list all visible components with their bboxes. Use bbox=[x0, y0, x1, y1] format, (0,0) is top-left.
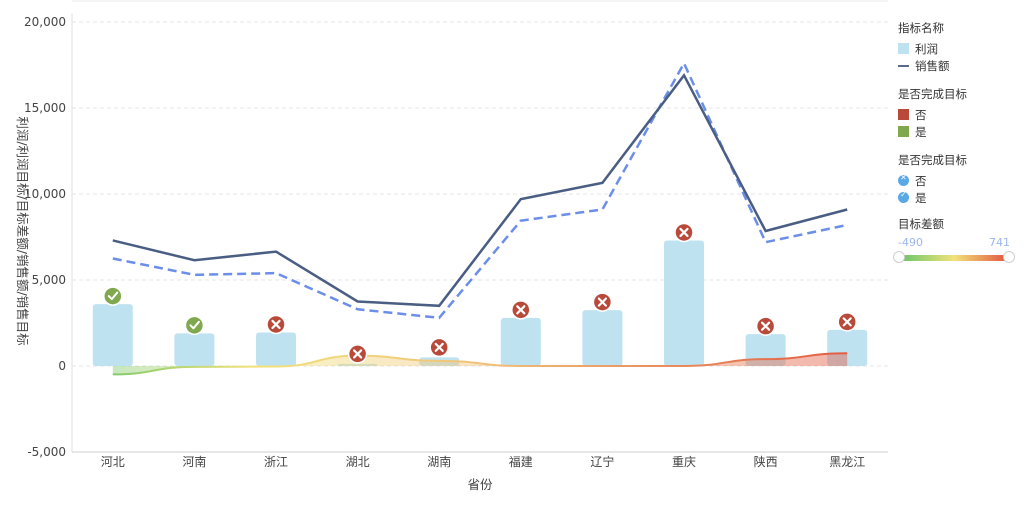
sales-line bbox=[112, 72, 848, 308]
gradient-min-label: -490 bbox=[898, 236, 923, 249]
legend-label: 利润 bbox=[915, 41, 938, 56]
legend-groups: 指标名称 利润 销售额 是否完成目标否是是否完成目标 ✕ 否 ✓ 是 bbox=[898, 20, 1020, 206]
x-circle-icon bbox=[347, 344, 368, 364]
x-mark bbox=[434, 342, 444, 352]
x-tick-label: 湖南 bbox=[427, 454, 451, 469]
legend-label: 销售额 bbox=[915, 58, 950, 73]
legend-item[interactable]: 是 bbox=[898, 123, 1020, 140]
legend-item[interactable]: ✕ 否 bbox=[898, 172, 1020, 189]
y-tick-label: 0 bbox=[58, 359, 66, 373]
x-tick-label: 福建 bbox=[509, 454, 533, 469]
sales-target-line bbox=[112, 60, 848, 320]
x-tick-label: 湖北 bbox=[346, 454, 370, 469]
x-axis-title: 省份 bbox=[467, 477, 493, 492]
x-circle-icon bbox=[592, 292, 613, 312]
profit-bar bbox=[500, 317, 541, 366]
target-diff-line bbox=[112, 352, 848, 376]
legend-item[interactable]: 销售额 bbox=[898, 57, 1020, 74]
x-circle-icon bbox=[755, 316, 776, 336]
check-circle-icon bbox=[103, 286, 123, 306]
x-mark bbox=[597, 297, 607, 307]
combo-chart: 20,000 15,000 10,000 5,000 0 -5,000 河北 河南 浙江 湖北 湖南… bbox=[15, 0, 888, 492]
gradient-min-handle[interactable] bbox=[893, 251, 905, 263]
check-circle-icon: ✓ bbox=[898, 190, 909, 203]
legend-group-title: 是否完成目标 bbox=[898, 87, 967, 101]
legend-label: 是 bbox=[915, 190, 927, 205]
y-tick-label: -5,000 bbox=[27, 445, 66, 459]
legend-item[interactable]: ✓ 是 bbox=[898, 189, 1020, 206]
marker-circle bbox=[184, 315, 205, 336]
x-circle-icon bbox=[429, 337, 449, 358]
gradient-bar[interactable] bbox=[893, 251, 1015, 263]
x-tick-label: 河北 bbox=[101, 455, 125, 469]
check-mark bbox=[189, 320, 200, 330]
y-tick-label: 5,000 bbox=[32, 273, 66, 287]
legend: 指标名称 利润 销售额 是否完成目标否是是否完成目标 ✕ 否 ✓ 是 目标差额 -490 74… bbox=[893, 14, 1020, 263]
profit-bar bbox=[582, 310, 623, 366]
legend-label: 是 bbox=[915, 124, 927, 139]
x-circle-icon bbox=[266, 314, 286, 335]
gradient-max-label: 741 bbox=[989, 236, 1010, 249]
legend-label: 否 bbox=[915, 173, 927, 188]
x-mark bbox=[842, 317, 852, 327]
x-mark bbox=[353, 349, 363, 359]
x-tick-label: 黑龙江 bbox=[829, 455, 865, 469]
gradient-range-labels: -490 741 bbox=[898, 236, 1010, 249]
legend-swatch bbox=[898, 43, 909, 54]
legend-group-title: 是否完成目标 bbox=[898, 153, 967, 167]
y-tick-label: 15,000 bbox=[24, 101, 66, 115]
legend-swatch bbox=[898, 109, 909, 120]
profit-bar bbox=[664, 240, 704, 366]
legend-line-swatch bbox=[898, 64, 909, 67]
x-circle-icon bbox=[511, 300, 531, 320]
x-mark bbox=[679, 227, 689, 238]
x-circle-icon bbox=[837, 312, 857, 332]
profit-bar bbox=[92, 304, 133, 366]
profit-bar bbox=[174, 333, 215, 366]
x-mark bbox=[271, 319, 281, 330]
check-mark bbox=[107, 291, 119, 301]
legend-group-title: 指标名称 bbox=[898, 21, 944, 35]
x-circle-icon bbox=[674, 222, 694, 243]
y-axis-title: 利润/利润目标/目标差额/销售额/销售目标 bbox=[15, 116, 30, 345]
x-circle-icon: ✕ bbox=[898, 173, 909, 186]
legend-gradient-title: 目标差额 bbox=[898, 217, 944, 231]
legend-item[interactable]: 否 bbox=[898, 106, 1020, 123]
y-tick-label: 10,000 bbox=[24, 187, 66, 201]
check-circle-icon bbox=[184, 315, 205, 336]
legend-item[interactable]: 利润 bbox=[898, 40, 1020, 57]
legend-label: 否 bbox=[915, 107, 927, 122]
profit-bar bbox=[256, 332, 296, 366]
x-tick-label: 重庆 bbox=[672, 455, 696, 469]
x-tick-label: 河南 bbox=[182, 454, 206, 469]
x-tick-label: 浙江 bbox=[264, 455, 288, 469]
x-tick-label: 陕西 bbox=[754, 454, 778, 469]
legend-swatch bbox=[898, 126, 909, 137]
gradient-max-handle[interactable] bbox=[1003, 251, 1015, 263]
x-mark bbox=[761, 321, 771, 331]
x-mark bbox=[516, 305, 526, 315]
marker-circle bbox=[103, 286, 123, 306]
x-tick-label: 辽宁 bbox=[590, 454, 614, 469]
y-tick-label: 20,000 bbox=[24, 15, 66, 29]
